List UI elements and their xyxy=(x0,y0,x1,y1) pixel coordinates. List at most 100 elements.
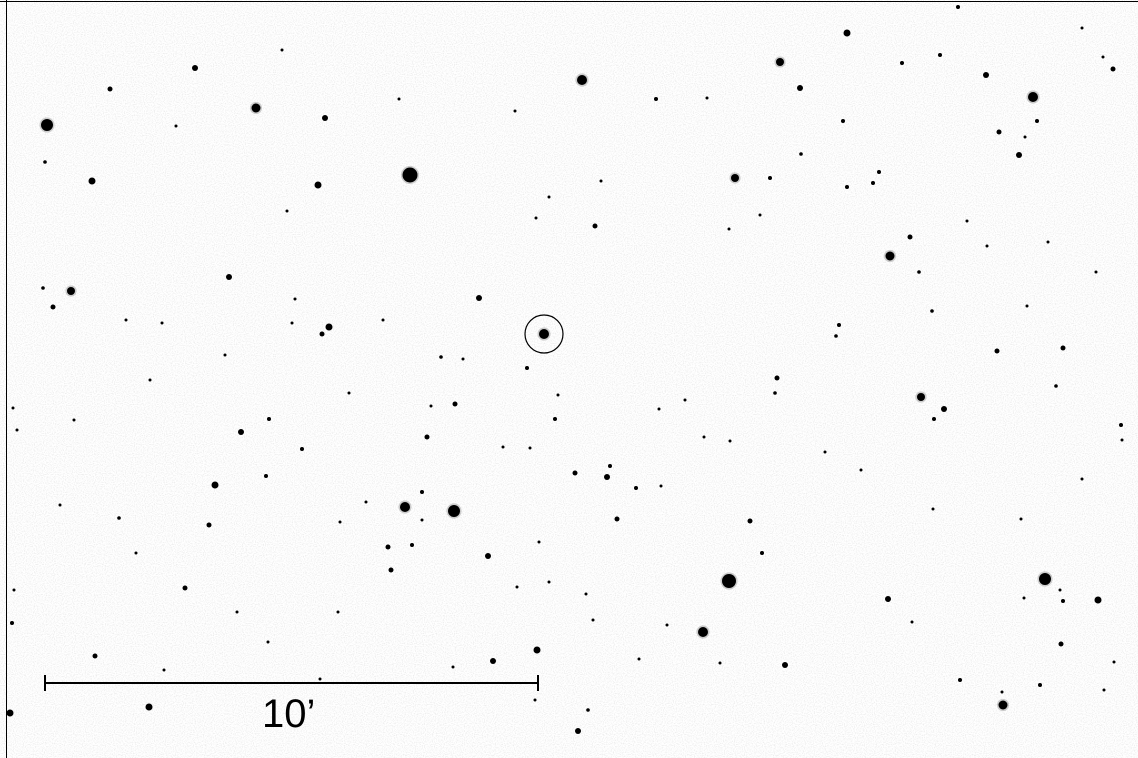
star xyxy=(1061,599,1065,603)
star xyxy=(41,286,45,290)
star xyxy=(325,323,333,331)
star xyxy=(683,398,687,402)
star xyxy=(1025,304,1029,308)
star xyxy=(1094,270,1098,274)
star xyxy=(134,551,138,555)
star xyxy=(1022,596,1026,600)
star xyxy=(88,177,96,185)
star xyxy=(1101,55,1105,59)
star xyxy=(572,470,578,476)
star xyxy=(41,119,53,131)
star xyxy=(1080,26,1084,30)
star xyxy=(917,270,921,274)
star xyxy=(429,404,433,408)
star xyxy=(907,234,913,240)
star xyxy=(702,435,706,439)
star xyxy=(10,621,14,625)
star xyxy=(206,522,212,528)
star xyxy=(958,678,962,682)
star xyxy=(67,287,75,295)
star xyxy=(452,401,458,407)
star xyxy=(657,407,661,411)
star xyxy=(72,418,76,422)
star xyxy=(776,58,784,66)
star xyxy=(1058,641,1064,647)
star xyxy=(575,728,581,734)
star xyxy=(768,176,772,180)
star xyxy=(117,516,121,520)
star xyxy=(634,486,638,490)
star xyxy=(410,543,414,547)
star xyxy=(994,348,1000,354)
star xyxy=(1060,345,1066,351)
star xyxy=(773,391,777,395)
star xyxy=(659,484,663,488)
star xyxy=(420,518,424,522)
star xyxy=(843,29,851,37)
star xyxy=(654,97,658,101)
star xyxy=(381,318,385,322)
star xyxy=(397,97,401,101)
star xyxy=(364,500,368,504)
star xyxy=(930,309,934,313)
star xyxy=(837,323,841,327)
star xyxy=(539,329,549,339)
star xyxy=(1102,688,1106,692)
star xyxy=(845,185,849,189)
star xyxy=(461,357,465,361)
star xyxy=(400,502,410,512)
star xyxy=(1054,384,1058,388)
star xyxy=(285,209,289,213)
star xyxy=(174,124,178,128)
star xyxy=(1038,683,1042,687)
star xyxy=(823,450,827,454)
star xyxy=(841,119,845,123)
star xyxy=(1110,66,1116,72)
star xyxy=(211,481,219,489)
star xyxy=(547,580,551,584)
star xyxy=(148,378,152,382)
star xyxy=(12,588,16,592)
star xyxy=(515,585,519,589)
star xyxy=(533,698,537,702)
star xyxy=(932,417,936,421)
star xyxy=(584,592,588,596)
star xyxy=(731,174,739,182)
star xyxy=(917,393,925,401)
star xyxy=(722,574,736,588)
star xyxy=(665,623,669,627)
star xyxy=(145,703,153,711)
star xyxy=(586,708,590,712)
star xyxy=(1023,135,1027,139)
star xyxy=(747,518,753,524)
star xyxy=(338,520,342,524)
star xyxy=(1028,92,1038,102)
star xyxy=(956,5,960,9)
star xyxy=(998,700,1008,710)
star xyxy=(1120,438,1124,442)
scale-bar: 10’ xyxy=(44,675,539,736)
star xyxy=(985,244,989,248)
star xyxy=(15,428,19,432)
star xyxy=(347,391,351,395)
star xyxy=(537,540,541,544)
star xyxy=(1016,152,1022,158)
star xyxy=(424,434,430,440)
star xyxy=(58,503,62,507)
star xyxy=(11,406,15,410)
star xyxy=(192,65,198,71)
star xyxy=(43,160,47,164)
star xyxy=(996,129,1002,135)
star xyxy=(774,375,780,381)
star xyxy=(528,446,532,450)
star xyxy=(476,295,482,301)
star xyxy=(608,464,612,468)
star xyxy=(322,115,328,121)
star xyxy=(705,96,709,100)
star xyxy=(336,610,340,614)
star xyxy=(727,227,731,231)
star xyxy=(182,585,188,591)
star xyxy=(280,48,284,52)
star xyxy=(402,167,418,183)
star xyxy=(592,223,598,229)
